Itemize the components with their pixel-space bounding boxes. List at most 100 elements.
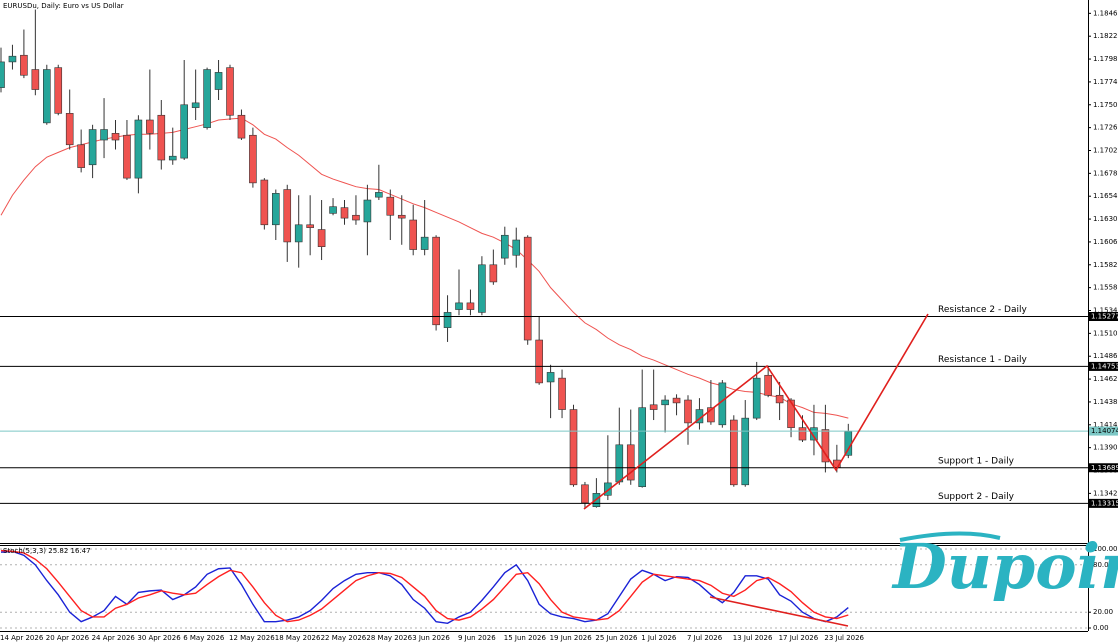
x-tick-label: 23 Jul 2026 [824, 634, 864, 642]
x-tick-label: 30 Apr 2026 [137, 634, 181, 642]
candle-body [432, 236, 440, 326]
candle-body [558, 377, 566, 410]
candle-body [661, 399, 669, 406]
level-price-box [1089, 498, 1118, 508]
y-tick-label: 1.17260 [1093, 124, 1118, 132]
candle-body [0, 61, 5, 88]
candle-body [329, 206, 337, 214]
candle-body [844, 431, 853, 456]
candle-body [65, 113, 74, 146]
candle-body [88, 129, 97, 166]
current-price-label: 1.14074 [1091, 427, 1118, 435]
candle-body [226, 67, 234, 116]
candle-body [123, 134, 131, 179]
x-tick-label: 6 May 2026 [183, 634, 225, 642]
candle-body [535, 339, 543, 384]
y-tick-label: 1.17740 [1093, 78, 1118, 86]
candle-body [271, 193, 280, 226]
x-tick-label: 24 Apr 2026 [92, 634, 136, 642]
candle-body [306, 224, 314, 228]
x-tick-label: 3 Jun 2026 [412, 634, 450, 642]
candle-body [569, 409, 578, 486]
candle-body [249, 134, 257, 184]
x-tick-label: 20 Apr 2026 [46, 634, 90, 642]
x-tick-label: 18 May 2026 [275, 634, 321, 642]
candle-body [214, 72, 223, 90]
candle-body [787, 399, 795, 428]
candle-body [512, 239, 521, 256]
y-tick-label: 1.18460 [1093, 9, 1118, 17]
plot: 1.18460 1.18220 1.17980 1.17740 1.17500 1.172… [0, 9, 1118, 642]
candle-body [810, 427, 818, 441]
candle-body [317, 229, 326, 247]
candle-body [523, 236, 532, 341]
candle-body [111, 133, 120, 141]
candle-body [466, 302, 475, 310]
candle-body [283, 189, 292, 243]
y-tick-label: 100.00 [1093, 545, 1118, 553]
y-tick-label: 1.14380 [1093, 398, 1118, 406]
x-tick-label: 7 Jul 2026 [687, 634, 723, 642]
level-price-box [1089, 361, 1118, 371]
level-label: Resistance 2 - Daily [938, 305, 1028, 315]
current-price-box [1089, 426, 1118, 436]
level-price-label: 1.13315 [1091, 499, 1118, 507]
level-price-box [1089, 463, 1118, 473]
candle-body [443, 312, 452, 328]
y-tick-label: 1.15340 [1093, 307, 1118, 315]
x-tick-label: 15 Jun 2026 [504, 634, 547, 642]
x-tick-label: 12 May 2026 [229, 634, 275, 642]
indicator-name: Stoch(5,3,3) [3, 547, 46, 555]
candle-body [718, 382, 727, 426]
x-tick-label: 1 Jul 2026 [641, 634, 677, 642]
x-tick-label: 28 May 2026 [366, 634, 412, 642]
y-tick-label: 1.17020 [1093, 146, 1118, 154]
candle-body [134, 119, 143, 179]
level-price-label: 1.15277 [1091, 313, 1118, 321]
candle-body [386, 196, 395, 216]
candle-body [146, 119, 154, 134]
candle-body [455, 302, 463, 310]
candle-body [672, 397, 681, 404]
brand-text: Dupoin [891, 530, 1118, 603]
x-tick-label: 13 Jul 2026 [733, 634, 773, 642]
y-tick-label: 1.15820 [1093, 261, 1118, 269]
candle-body [741, 417, 750, 486]
candle-body [340, 207, 349, 219]
candle-body [8, 55, 17, 63]
candle-body [157, 114, 166, 161]
y-tick-label: 1.14860 [1093, 352, 1118, 360]
level-label: Support 1 - Daily [938, 456, 1015, 466]
candle-body [397, 214, 406, 219]
x-tick-label: 25 Jun 2026 [595, 634, 638, 642]
y-tick-label: 1.14620 [1093, 375, 1118, 383]
candle-body [375, 192, 383, 198]
level-price-box [1089, 312, 1118, 322]
y-tick-label: 1.16540 [1093, 192, 1118, 200]
candle-body [752, 377, 761, 419]
y-tick-label: 1.13420 [1093, 489, 1118, 497]
candle-body [54, 67, 63, 114]
y-tick-label: 1.16060 [1093, 238, 1118, 246]
x-tick-label: 9 Jun 2026 [458, 634, 496, 642]
logo: Dupoin [891, 530, 1118, 603]
candle-body [478, 264, 486, 313]
y-tick-label: 1.18220 [1093, 32, 1118, 40]
indicator-title: Stoch(5,3,3) 25.82 16.47 [3, 547, 91, 555]
candle-body [684, 399, 692, 424]
candle-body [294, 224, 303, 243]
x-tick-label: 14 Apr 2026 [0, 634, 44, 642]
candle-body [489, 264, 498, 283]
trend-drawing [583, 313, 929, 510]
candle-body [77, 144, 85, 168]
y-tick-label: 1.15580 [1093, 284, 1118, 292]
candle-body [626, 444, 635, 481]
divergence-drawing [709, 596, 849, 627]
y-tick-label: 1.14140 [1093, 421, 1118, 429]
d-value: 16.47 [71, 547, 91, 555]
y-tick-label: 1.17500 [1093, 101, 1118, 109]
level-label: Resistance 1 - Daily [938, 355, 1028, 365]
chart-title: EURUSDu, Daily: Euro vs US Dollar [3, 2, 124, 10]
candle-body [352, 214, 360, 221]
